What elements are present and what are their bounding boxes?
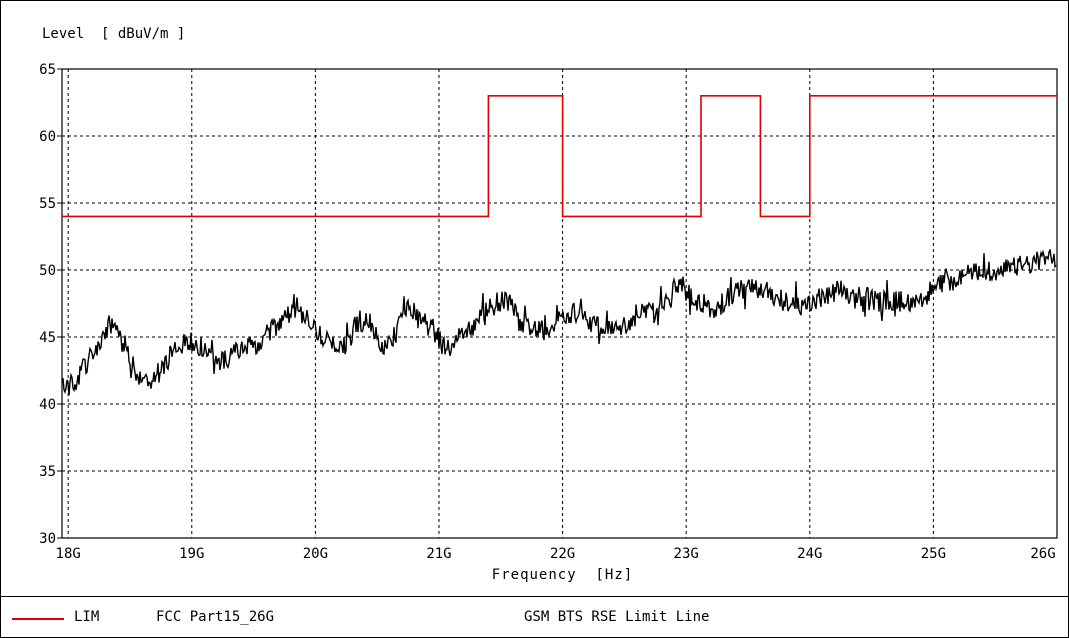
x-axis-label: Frequency [Hz] <box>491 567 634 583</box>
y-axis-label: Level [ dBuV/m ] <box>42 26 186 42</box>
y-tick-35: 35 <box>39 464 56 480</box>
x-tick-20G: 20G <box>303 546 328 562</box>
x-tick-23G: 23G <box>674 546 699 562</box>
y-tick-40: 40 <box>39 397 56 413</box>
x-tick-24G: 24G <box>797 546 822 562</box>
y-tick-55: 55 <box>39 196 56 212</box>
y-tick-labels: 30 35 40 45 50 55 60 65 <box>39 62 62 547</box>
legend-divider <box>0 596 1069 597</box>
y-tick-60: 60 <box>39 129 56 145</box>
y-tick-65: 65 <box>39 62 56 78</box>
legend-limit-name: LIM <box>74 609 100 625</box>
emission-chart: 30 35 40 45 50 55 60 65 18G 19G 20G 21G 22G 23G 24G 25… <box>39 62 1058 562</box>
x-tick-19G: 19G <box>179 546 204 562</box>
measurement-trace <box>62 249 1057 396</box>
y-tick-30: 30 <box>39 531 56 547</box>
x-tick-25G: 25G <box>921 546 946 562</box>
x-tick-21G: 21G <box>426 546 451 562</box>
y-tick-50: 50 <box>39 263 56 279</box>
x-tick-22G: 22G <box>550 546 575 562</box>
limit-line <box>62 95 1057 218</box>
x-tick-26G: 26G <box>1030 546 1055 562</box>
x-tick-labels: 18G 19G 20G 21G 22G 23G 24G 25G 26G <box>56 546 1056 562</box>
plot-border <box>61 68 1058 539</box>
grid-lines <box>62 69 1057 538</box>
legend-swatch-limit <box>12 618 64 620</box>
legend-limit-description: GSM BTS RSE Limit Line <box>524 609 710 625</box>
x-tick-18G: 18G <box>56 546 81 562</box>
legend-limit-source: FCC Part15_26G <box>156 609 275 625</box>
y-tick-45: 45 <box>39 330 56 346</box>
